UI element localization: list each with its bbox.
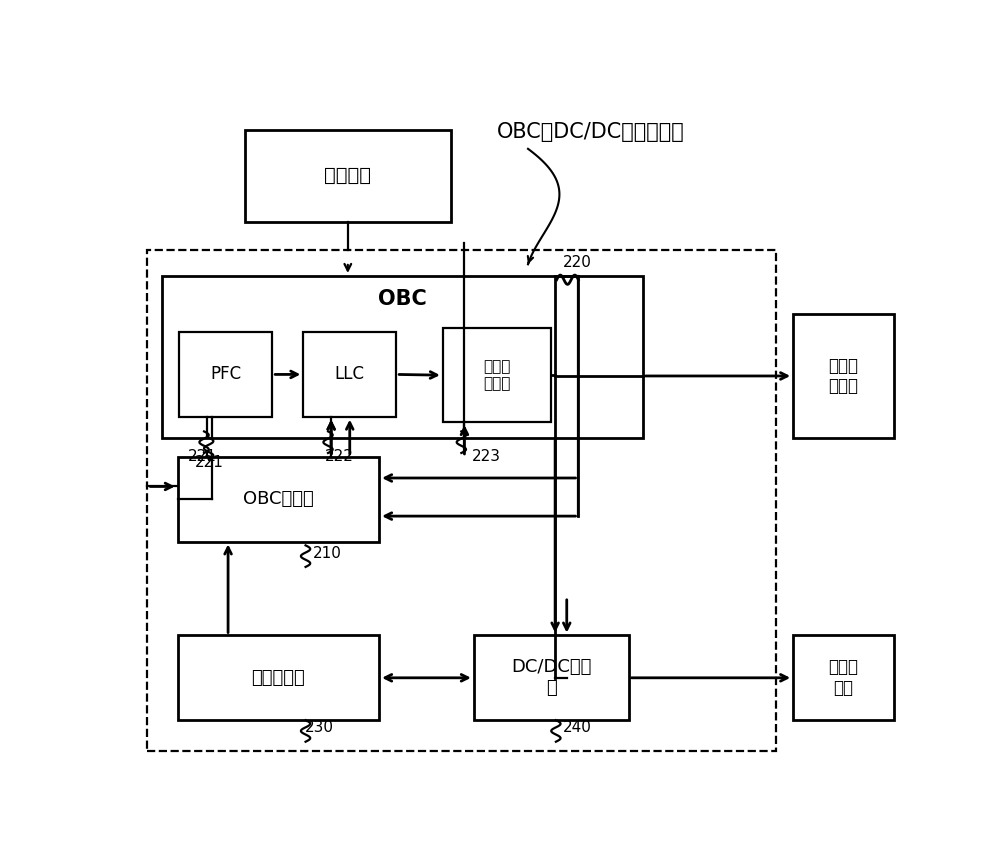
Bar <box>245 129 450 222</box>
Bar <box>474 635 629 720</box>
Text: 222: 222 <box>325 450 354 464</box>
Text: OBC和DC/DC集成充电器: OBC和DC/DC集成充电器 <box>497 122 685 141</box>
Text: 220: 220 <box>563 254 592 269</box>
Text: 外部电源: 外部电源 <box>324 167 371 185</box>
Bar <box>443 328 551 422</box>
Text: PFC: PFC <box>210 365 241 384</box>
Bar <box>178 457 379 542</box>
Bar <box>793 635 894 720</box>
Text: 低压输
出端: 低压输 出端 <box>828 659 858 697</box>
Bar <box>179 332 272 417</box>
Bar <box>147 251 776 751</box>
Bar <box>303 332 396 417</box>
Bar <box>162 276 643 437</box>
Text: 210: 210 <box>313 546 341 561</box>
Bar <box>793 314 894 437</box>
Text: 221: 221 <box>195 456 224 470</box>
Text: 221: 221 <box>188 450 217 464</box>
Text: 240: 240 <box>563 720 592 735</box>
Text: 223: 223 <box>472 450 501 464</box>
Bar <box>178 635 379 720</box>
Text: 整流滤
波模块: 整流滤 波模块 <box>483 359 511 391</box>
Text: 高压用
电设备: 高压用 电设备 <box>828 357 858 395</box>
Text: OBC: OBC <box>378 289 427 309</box>
Text: 230: 230 <box>305 720 334 735</box>
Text: OBC控制器: OBC控制器 <box>243 490 314 508</box>
Text: DC/DC变换
器: DC/DC变换 器 <box>511 659 591 697</box>
Text: 车载控制器: 车载控制器 <box>252 669 305 687</box>
Text: LLC: LLC <box>335 365 365 384</box>
